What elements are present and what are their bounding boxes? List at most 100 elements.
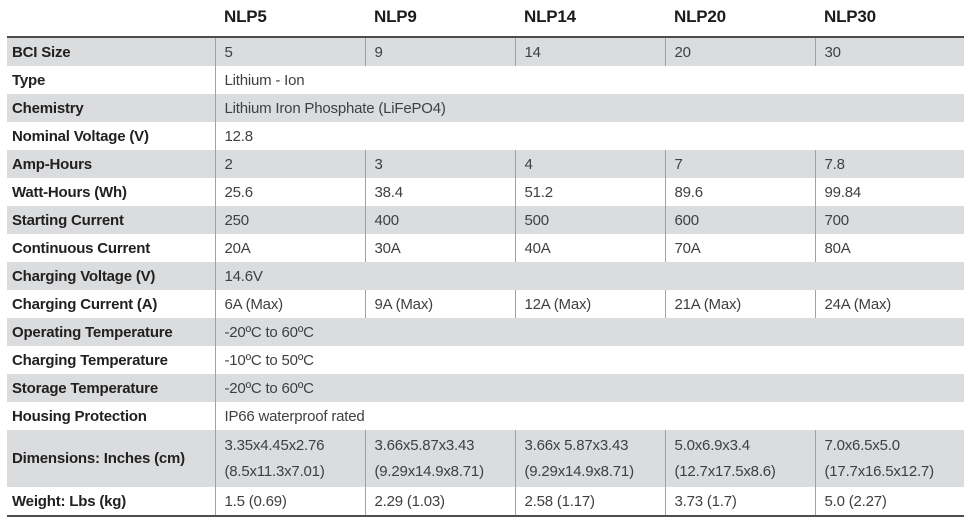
value-cell: 3.66x5.87x3.43 (9.29x14.9x8.71) [364,430,515,487]
spec-row: Amp-Hours 2 3 4 7 7.8 [7,150,964,178]
value-cell: 25.6 [214,178,365,206]
column-header-nlp14: NLP14 [515,0,665,38]
spec-row: Nominal Voltage (V) 12.8 [7,122,964,150]
spec-row: Charging Voltage (V) 14.6V [7,262,964,290]
value-cell: 7.8 [814,150,964,178]
spec-row: Continuous Current 20A 30A 40A 70A 80A [7,234,964,262]
row-label-cell: Starting Current [12,211,124,229]
column-header-nlp20: NLP20 [665,0,815,38]
dimension-line: 5.0x6.9x3.4 [674,436,751,454]
column-header-nlp5: NLP5 [215,0,365,38]
spec-row: Type Lithium - Ion [7,66,964,94]
value-cell: 500 [514,206,665,234]
value-cell: 6A (Max) [214,290,365,318]
value-cell: 70A [664,234,815,262]
value-cell: 21A (Max) [664,290,815,318]
row-label-cell: Charging Current (A) [12,295,158,313]
row-label-cell: Storage Temperature [12,379,158,397]
value-cell: 600 [664,206,815,234]
dimension-line: (12.7x17.5x8.6) [674,462,776,480]
value-cell: 38.4 [364,178,515,206]
column-header-nlp9: NLP9 [365,0,515,38]
spec-row: Weight: Lbs (kg) 1.5 (0.69) 2.29 (1.03) 2.5… [7,487,964,517]
spec-table-head: NLP5 NLP9 NLP14 NLP20 NLP30 [7,0,964,38]
row-label-cell: Operating Temperature [12,323,173,341]
row-label-cell: Continuous Current [12,239,151,257]
value-cell: 51.2 [514,178,665,206]
value-cell: 9A (Max) [364,290,515,318]
row-label-cell: BCI Size [12,43,71,61]
spec-table-body: BCI Size 5 9 14 20 30 Type Lithium - Ion Chemist… [7,37,964,517]
span-value-cell: -20ºC to 60ºC [214,318,964,346]
dimension-line: (8.5x11.3x7.01) [224,462,325,480]
row-label-cell: Type [12,71,46,89]
row-label-cell: Amp-Hours [12,155,92,173]
dimension-line: 3.35x4.45x2.76 [224,436,325,454]
row-label-cell: Weight: Lbs (kg) [7,487,215,517]
spec-row: Storage Temperature -20ºC to 60ºC [7,374,964,402]
value-cell: 14 [514,37,665,66]
value-cell: 30 [814,37,964,66]
span-value-cell: Lithium - Ion [214,66,964,94]
value-cell: 700 [814,206,964,234]
value-cell: 89.6 [664,178,815,206]
spec-row: Charging Temperature -10ºC to 50ºC [7,346,964,374]
span-value-cell: -10ºC to 50ºC [214,346,964,374]
spec-row: Watt-Hours (Wh) 25.6 38.4 51.2 89.6 99.84 [7,178,964,206]
spec-row: Starting Current 250 400 500 600 700 [7,206,964,234]
value-cell: 2.58 (1.17) [514,487,665,517]
value-cell: 20 [664,37,815,66]
span-value-cell: Lithium Iron Phosphate (LiFePO4) [214,94,964,122]
span-value-cell: 14.6V [214,262,964,290]
value-cell: 9 [364,37,515,66]
row-label-cell: Charging Temperature [12,351,168,369]
span-value-cell: -20ºC to 60ºC [214,374,964,402]
value-cell: 99.84 [814,178,964,206]
value-cell: 24A (Max) [814,290,964,318]
spec-row: Chemistry Lithium Iron Phosphate (LiFePO4… [7,94,964,122]
spec-table: NLP5 NLP9 NLP14 NLP20 NLP30 BCI Size 5 9 14 20 30… [7,0,964,517]
row-label-cell: Charging Voltage (V) [12,267,156,285]
dimension-line: (9.29x14.9x8.71) [374,462,485,480]
dimension-line: 7.0x6.5x5.0 [824,436,901,454]
row-label-cell: Chemistry [12,99,84,117]
spec-row: BCI Size 5 9 14 20 30 [7,37,964,66]
value-cell: 4 [514,150,665,178]
row-label-cell: Housing Protection [12,407,147,425]
value-cell: 2.29 (1.03) [364,487,515,517]
spec-row: Operating Temperature -20ºC to 60ºC [7,318,964,346]
value-cell: 30A [364,234,515,262]
row-label-cell: Dimensions: Inches (cm) [12,450,185,467]
value-cell: 3.35x4.45x2.76 (8.5x11.3x7.01) [214,430,365,487]
dimension-line: (17.7x16.5x12.7) [824,462,935,480]
span-value-cell: IP66 waterproof rated [214,402,964,430]
value-cell: 5.0 (2.27) [814,487,964,517]
value-cell: 250 [214,206,365,234]
row-label-cell: Watt-Hours (Wh) [12,183,127,201]
value-cell: 400 [364,206,515,234]
value-cell: 3.66x 5.87x3.43 (9.29x14.9x8.71) [514,430,665,487]
corner-cell [7,0,215,38]
span-value-cell: 12.8 [214,122,964,150]
dimension-line: 3.66x5.87x3.43 [374,436,475,454]
dimension-line: (9.29x14.9x8.71) [524,462,635,480]
value-cell: 80A [814,234,964,262]
dimension-line: 3.66x 5.87x3.43 [524,436,629,454]
column-header-nlp30: NLP30 [815,0,964,38]
spec-row: Housing Protection IP66 waterproof rated [7,402,964,430]
value-cell: 3.73 (1.7) [664,487,815,517]
value-cell: 7 [664,150,815,178]
row-label-cell: Nominal Voltage (V) [12,127,149,145]
value-cell: 5.0x6.9x3.4 (12.7x17.5x8.6) [664,430,815,487]
value-cell: 1.5 (0.69) [214,487,365,517]
value-cell: 3 [364,150,515,178]
spec-row: Dimensions: Inches (cm) 3.35x4.45x2.76 (8.… [7,430,964,487]
value-cell: 2 [214,150,365,178]
value-cell: 7.0x6.5x5.0 (17.7x16.5x12.7) [814,430,964,487]
value-cell: 5 [214,37,365,66]
value-cell: 20A [214,234,365,262]
spec-row: Charging Current (A) 6A (Max) 9A (Max) 12A … [7,290,964,318]
value-cell: 12A (Max) [514,290,665,318]
value-cell: 40A [514,234,665,262]
